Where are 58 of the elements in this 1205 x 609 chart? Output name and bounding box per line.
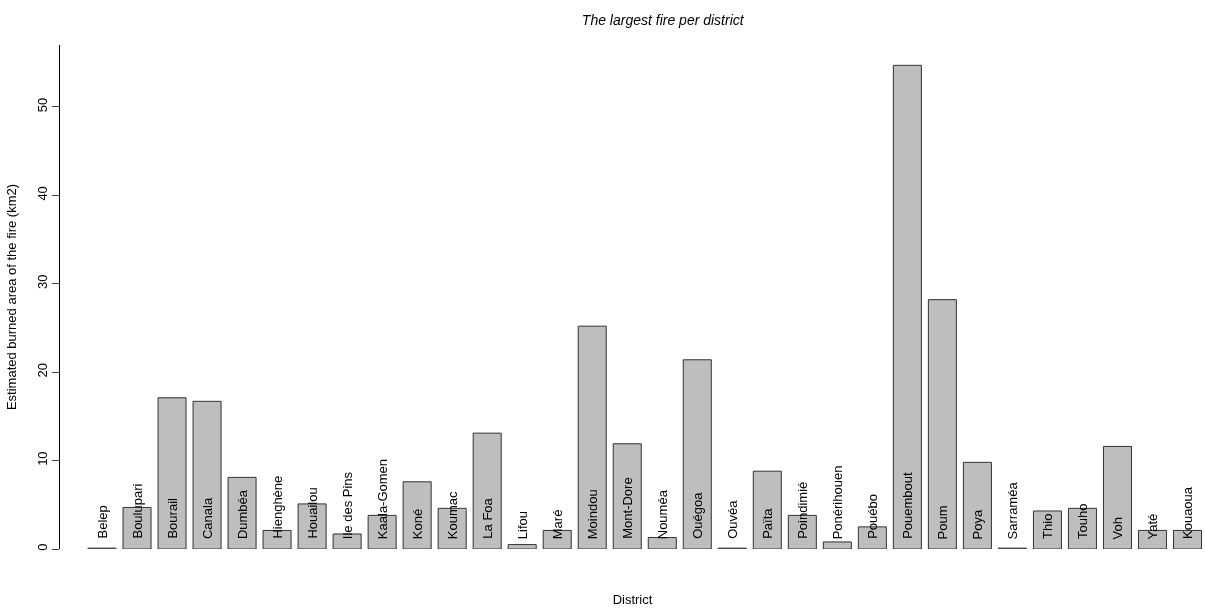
x-tick-label: Thio xyxy=(1039,513,1055,539)
y-tick-label: 40 xyxy=(34,186,50,201)
x-tick-label: Hienghène xyxy=(269,475,285,539)
y-tick-label: 20 xyxy=(34,362,50,378)
x-tick-label: Ile des Pins xyxy=(340,471,356,540)
bar xyxy=(577,325,607,549)
bar xyxy=(507,544,537,549)
x-tick-label: Lifou xyxy=(515,511,531,540)
x-axis-title: District xyxy=(612,591,653,607)
bar xyxy=(892,64,922,549)
x-tick-label: Païta xyxy=(759,507,775,539)
x-tick-label: Poum xyxy=(935,505,951,540)
y-tick-label: 0 xyxy=(34,543,50,551)
x-tick-label: Yaté xyxy=(1145,513,1161,540)
x-tick-label: Ouvéa xyxy=(724,499,740,539)
y-tick-label: 10 xyxy=(34,451,50,466)
x-tick-label: Sarraméa xyxy=(1005,481,1021,540)
bar xyxy=(682,359,712,549)
x-tick-label: Poya xyxy=(970,509,986,540)
bar xyxy=(612,443,642,549)
x-tick-label: Boulupari xyxy=(129,483,145,539)
bar xyxy=(1102,445,1132,549)
y-tick-label: 30 xyxy=(34,274,50,290)
x-tick-label: Pouébo xyxy=(864,494,880,539)
bar xyxy=(962,461,992,549)
bar xyxy=(822,541,852,549)
x-tick-label: Canala xyxy=(200,497,216,540)
x-tick-label: Ponérihouen xyxy=(830,465,846,540)
x-tick-label: Kouaoua xyxy=(1179,486,1195,539)
x-tick-label: Bourail xyxy=(164,497,180,539)
x-tick-label: Ouégoa xyxy=(689,491,705,539)
x-tick-label: Dumbéa xyxy=(235,489,251,540)
x-tick-label: Koné xyxy=(410,508,426,540)
chart-title: The largest fire per district xyxy=(581,12,745,29)
bar xyxy=(1032,510,1062,549)
y-tick-label: 50 xyxy=(34,97,50,113)
x-tick-label: Poindimié xyxy=(794,481,810,539)
x-tick-label: Houailou xyxy=(304,487,320,539)
x-tick-label: Nouméa xyxy=(655,489,671,540)
bar xyxy=(402,481,432,549)
bar xyxy=(192,400,222,549)
x-tick-label: Voh xyxy=(1110,517,1126,540)
bar xyxy=(472,432,502,549)
x-tick-label: Maré xyxy=(550,509,566,540)
x-tick-label: Koumac xyxy=(445,490,461,540)
bar xyxy=(157,397,187,549)
x-tick-label: Touho xyxy=(1074,503,1090,539)
x-tick-label: Moindou xyxy=(585,489,601,540)
bar xyxy=(752,470,782,549)
bar xyxy=(927,299,957,549)
x-tick-label: Belep xyxy=(94,505,110,539)
bar xyxy=(227,476,257,549)
x-tick-label: Pouembout xyxy=(899,471,915,539)
x-tick-label: Mont-Dore xyxy=(619,477,635,539)
x-tick-label: Kaala-Gomen xyxy=(375,458,391,540)
y-axis-title: Estimated burned area of the fire (km2) xyxy=(3,183,19,411)
bar xyxy=(647,537,677,549)
x-tick-label: La Foa xyxy=(479,497,495,539)
